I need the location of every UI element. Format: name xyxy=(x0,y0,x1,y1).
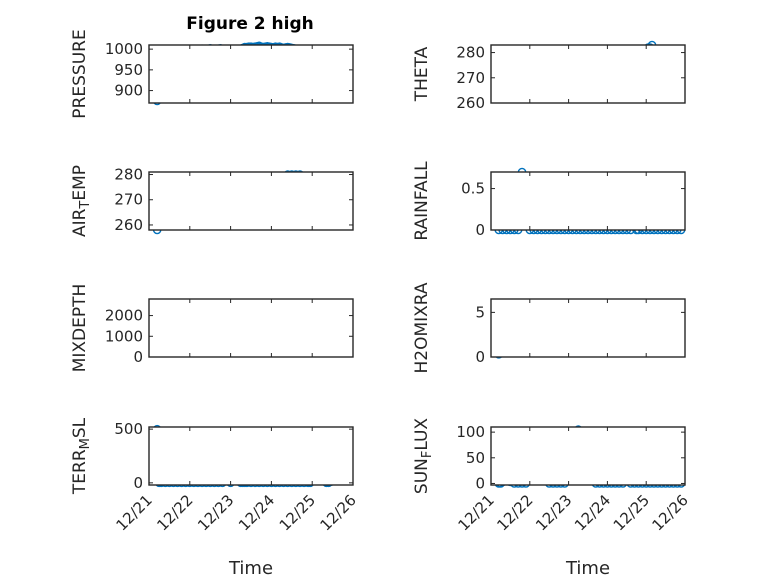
y-tick-label: 2000 xyxy=(105,307,143,325)
subplot-3: 260 270 280 AIRTEMP xyxy=(70,165,354,237)
y-tick-label: 270 xyxy=(456,69,485,87)
y-tick-label: 100 xyxy=(456,423,485,441)
axes-frame xyxy=(490,426,686,486)
subplot-1: 900 950 1000 PRESSURE xyxy=(70,29,354,119)
y-tick-label: 500 xyxy=(114,420,143,438)
y-axis-label: PRESSURE xyxy=(70,29,90,118)
y-axis-label: H2OMIXRA xyxy=(412,282,432,373)
axes-frame xyxy=(148,44,354,104)
y-tick-label: 5 xyxy=(475,303,485,321)
x-axis-label: Time xyxy=(228,558,273,579)
axes-frame xyxy=(148,298,354,358)
y-tick-label: 280 xyxy=(114,166,143,184)
subplot-6: 0 5 H2OMIXRA xyxy=(412,282,686,374)
y-tick-label: 1000 xyxy=(105,40,143,58)
y-tick-label: 900 xyxy=(114,82,143,100)
y-axis-label: TERRMSL xyxy=(70,417,93,495)
y-tick-label: 0 xyxy=(475,348,485,366)
axes-frame xyxy=(490,171,686,231)
y-tick-label: 260 xyxy=(456,94,485,112)
axes-frame xyxy=(148,171,354,231)
y-tick-label: 0 xyxy=(133,474,143,492)
y-axis-label: SUNFLUX xyxy=(412,418,435,495)
y-tick-label: 0.5 xyxy=(461,180,485,198)
y-tick-label: 280 xyxy=(456,44,485,62)
axes-frame xyxy=(148,426,354,486)
y-tick-label: 1000 xyxy=(105,327,143,345)
subplot-2: 260 270 280 THETA xyxy=(412,40,686,112)
y-tick-label: 0 xyxy=(475,221,485,239)
y-tick-label: 260 xyxy=(114,216,143,234)
axes-frame xyxy=(490,298,686,358)
y-tick-label: 50 xyxy=(466,449,485,467)
subplot-7: 0500TERRMSL12/2112/2212/2312/2412/2512/2… xyxy=(70,417,360,579)
x-axis-label: Time xyxy=(565,558,610,579)
subplot-4: 0 0.5 RAINFALL xyxy=(412,161,686,241)
y-axis-label: MIXDEPTH xyxy=(70,284,90,373)
y-tick-label: 950 xyxy=(114,61,143,79)
axes-frame xyxy=(490,44,686,104)
figure-title: Figure 2 high xyxy=(186,14,314,34)
y-axis-label: THETA xyxy=(412,46,432,102)
y-tick-label: 270 xyxy=(114,191,143,209)
y-axis-label: RAINFALL xyxy=(412,161,432,241)
y-tick-label: 0 xyxy=(475,474,485,492)
subplot-5: 0 1000 2000 MIXDEPTH xyxy=(70,284,354,373)
y-tick-label: 0 xyxy=(133,348,143,366)
y-axis-label: AIRTEMP xyxy=(70,165,93,237)
